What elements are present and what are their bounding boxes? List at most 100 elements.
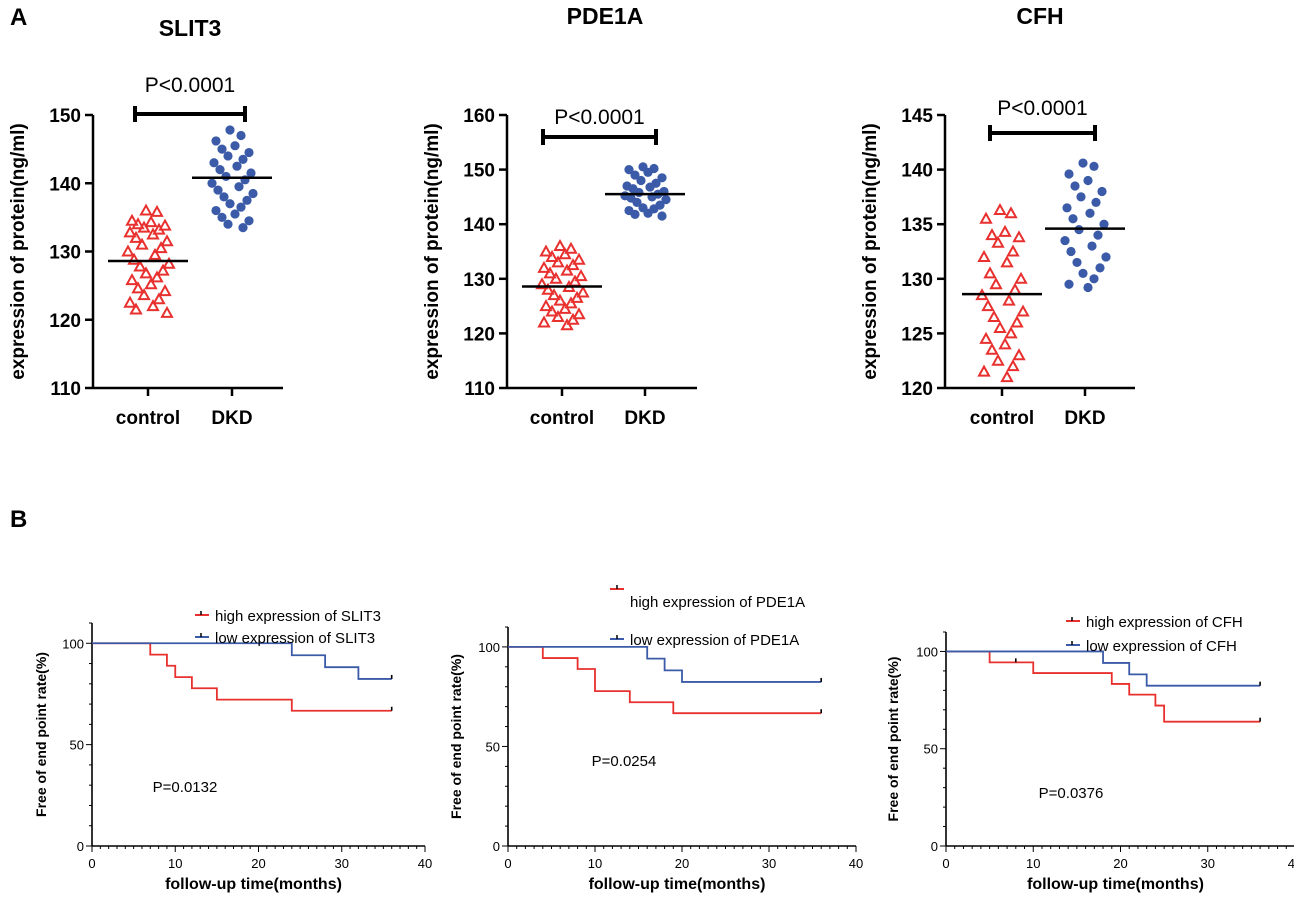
slit3-control-point: [146, 227, 160, 240]
slit3-dkd-point: [225, 125, 235, 135]
cfh-y-tick-label: 140: [901, 161, 933, 182]
cfh-dkd-point: [1076, 192, 1086, 202]
pde1a-x-tick-label: DKD: [624, 408, 665, 429]
km3-y-tick-label: 50: [924, 742, 938, 757]
cfh-control-point: [993, 202, 1007, 216]
slit3-control-point: [150, 204, 164, 217]
km2-y-tick-label: 50: [486, 739, 500, 754]
km1-x-label: follow-up time(months): [165, 876, 342, 893]
pde1a-control-point: [558, 247, 572, 260]
pde1a-dkd-point: [657, 211, 667, 221]
km1-y-tick-label: 100: [62, 636, 84, 651]
km1-p-value: P=0.0132: [153, 779, 218, 796]
pde1a-dkd-point: [643, 208, 653, 218]
cfh-dkd-point: [1083, 282, 1093, 293]
pde1a-dkd-point: [634, 187, 644, 198]
cfh-control-point: [981, 299, 995, 312]
slit3-control-point: [139, 203, 153, 216]
cfh-control-point: [1010, 315, 1024, 328]
pde1a-control-point: [551, 255, 565, 268]
cfh-dkd-point: [1093, 230, 1103, 240]
slit3-dkd-point: [207, 178, 217, 188]
pde1a-control-point: [553, 238, 567, 252]
cfh-x-tick-label: control: [970, 408, 1034, 429]
slit3-control-point: [152, 292, 166, 305]
slit3-dkd-point: [223, 151, 233, 161]
cfh-dkd-point: [1070, 181, 1080, 191]
km3-x-tick-label: 40: [1288, 856, 1294, 871]
slit3-control-point: [129, 302, 143, 315]
km1-x-tick-label: 20: [251, 856, 265, 871]
slit3-dkd-point: [217, 144, 227, 154]
slit3-control-point: [156, 263, 170, 276]
pde1a-dkd-point: [636, 175, 646, 186]
pde1a-y-tick-label: 130: [463, 270, 495, 291]
km3-legend-label: high expression of CFH: [1086, 614, 1243, 631]
slit3-control-point: [146, 299, 160, 312]
pde1a-title: PDE1A: [567, 3, 644, 29]
pde1a-control-point: [553, 293, 567, 306]
pde1a-dkd-point: [661, 195, 671, 205]
cfh-control-point: [985, 342, 999, 355]
km1-y-label: Free of end point rate(%): [33, 652, 49, 817]
cfh-dkd-point: [1078, 158, 1088, 168]
km2-x-tick-label: 10: [588, 856, 602, 871]
cfh-x-tick-label: DKD: [1064, 408, 1105, 429]
pde1a-control-point: [560, 263, 574, 276]
km2-y-tick-label: 100: [478, 640, 500, 655]
slit3-x-tick-label: control: [116, 408, 180, 429]
slit3-dkd-point: [223, 219, 233, 229]
slit3-p-value: P<0.0001: [145, 74, 236, 97]
cfh-title: CFH: [1016, 3, 1063, 29]
pde1a-control-point: [564, 296, 578, 309]
pde1a-y-tick-label: 160: [463, 106, 495, 127]
km3-blue-curve: [946, 650, 1261, 687]
km1-red-curve: [92, 642, 392, 712]
cfh-control-point: [998, 224, 1012, 237]
slit3-dkd-point: [238, 154, 248, 164]
km2-x-label: follow-up time(months): [589, 876, 766, 893]
pde1a-control-point: [558, 301, 572, 314]
slit3-dkd-point: [242, 195, 252, 205]
cfh-y-tick-label: 120: [901, 379, 933, 400]
pde1a-p-value: P<0.0001: [554, 106, 645, 129]
km1-y-tick-label: 0: [77, 839, 84, 854]
cfh-control-point: [1000, 255, 1014, 268]
km2-red-curve: [508, 646, 822, 715]
slit3-control-point: [148, 247, 162, 260]
cfh-control-point: [979, 331, 993, 344]
km1-x-tick-label: 40: [418, 856, 432, 871]
cfh-dkd-point: [1087, 241, 1097, 251]
cfh-y-label: expression of protein(ng/ml): [860, 123, 881, 380]
km1-legend-label: low expression of SLIT3: [215, 630, 375, 647]
km1-x-tick-label: 30: [335, 856, 349, 871]
cfh-control-point: [979, 211, 993, 224]
slit3-control-point: [129, 230, 143, 243]
pde1a-control-point: [551, 309, 565, 323]
cfh-dkd-point: [1060, 235, 1070, 246]
cfh-control-point: [1000, 370, 1014, 383]
km3-y-tick-label: 100: [916, 644, 938, 659]
pde1a-control-point: [576, 285, 590, 298]
pde1a-y-tick-label: 150: [463, 161, 495, 182]
slit3-control-point: [123, 295, 137, 308]
slit3-control-point: [144, 277, 158, 290]
pde1a-control-point: [541, 282, 555, 295]
slit3-control-point: [160, 234, 174, 247]
cfh-dkd-point: [1089, 274, 1099, 284]
km1-y-tick-label: 50: [70, 738, 84, 753]
slit3-control-point: [127, 252, 141, 265]
slit3-control-point: [133, 259, 147, 272]
cfh-dkd-point: [1062, 203, 1072, 213]
pde1a-x-tick-label: control: [530, 408, 594, 429]
cfh-dkd-point: [1068, 214, 1078, 224]
pde1a-control-point: [564, 241, 578, 254]
slit3-control-point: [121, 244, 135, 257]
cfh-control-point: [989, 277, 1003, 290]
pde1a-control-point: [545, 304, 559, 317]
cfh-control-point: [1014, 271, 1028, 284]
pde1a-dkd-point: [630, 209, 640, 219]
km3-x-tick-label: 20: [1113, 856, 1127, 871]
cfh-control-point: [983, 266, 997, 279]
slit3-y-tick-label: 150: [49, 106, 81, 127]
